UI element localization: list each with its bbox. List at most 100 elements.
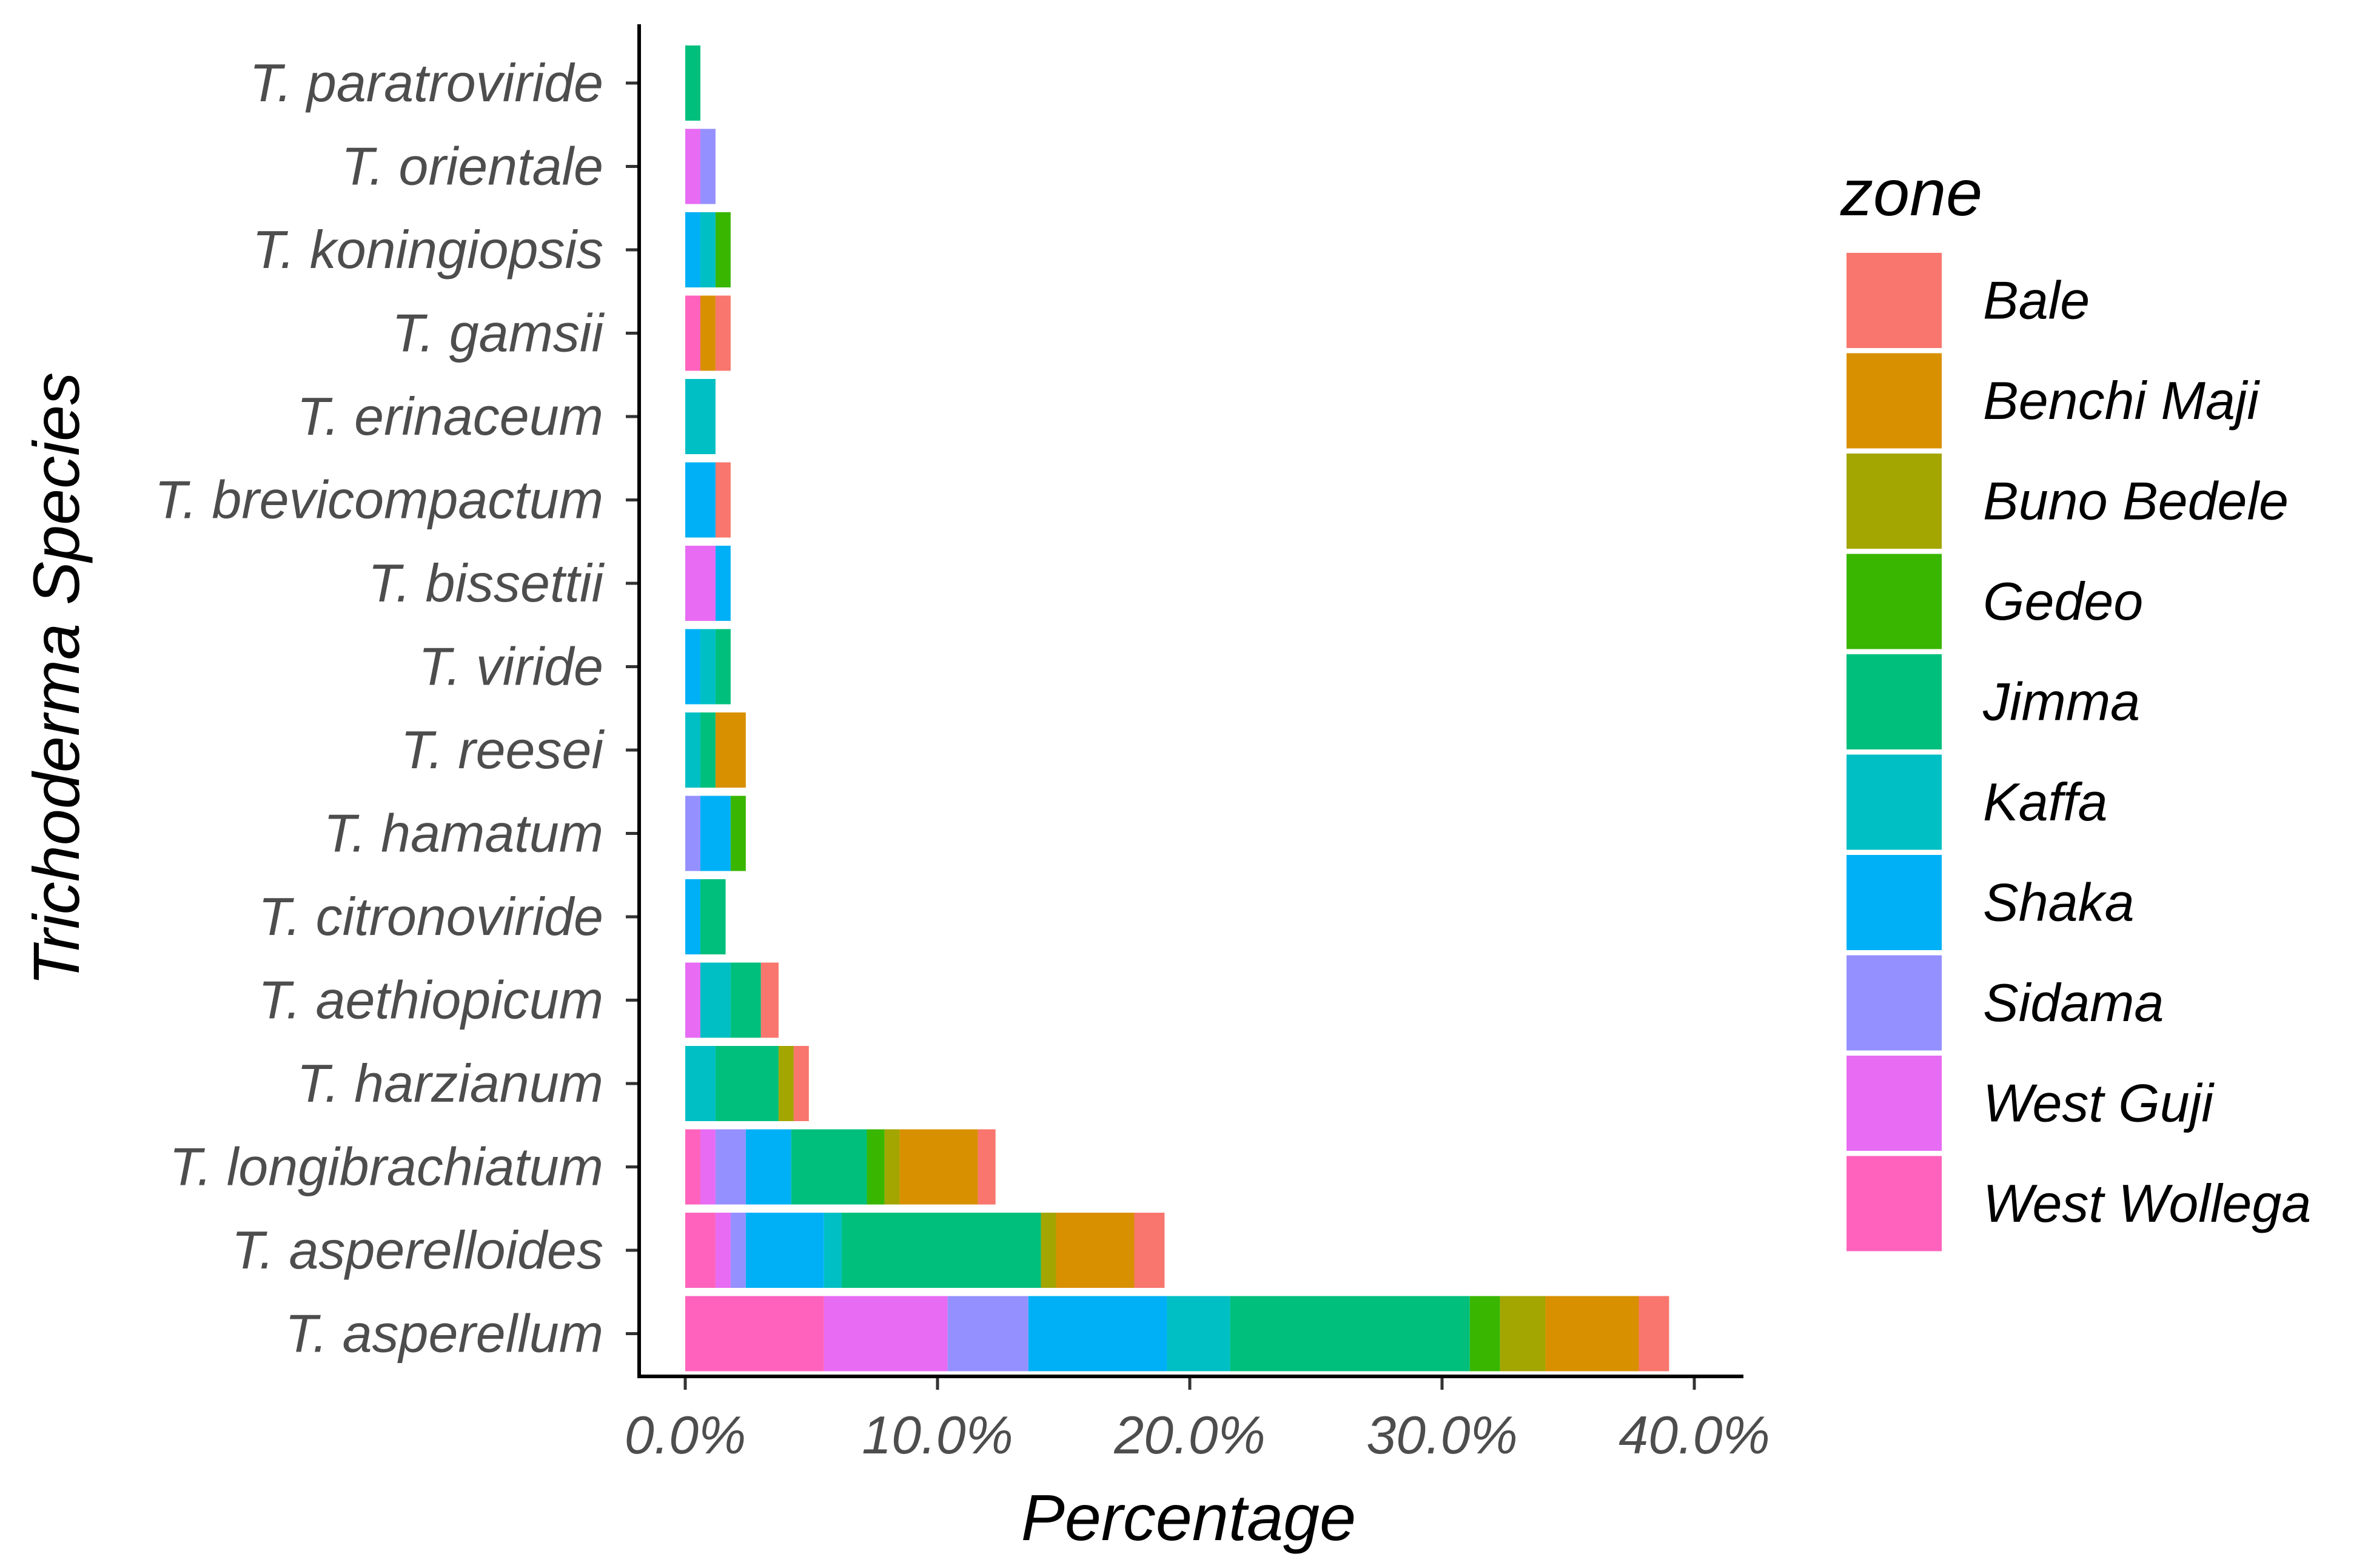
bar-segment-benchi-maji — [700, 295, 716, 371]
legend-label: Benchi Maji — [1983, 370, 2260, 431]
x-tick-label: 20.0% — [1113, 1405, 1266, 1465]
bar-segment-bale — [793, 1046, 809, 1121]
bar-segment-shaka — [685, 629, 700, 705]
y-tick-label: T. asperelloides — [232, 1220, 603, 1280]
bar-segment-sidama — [685, 796, 700, 871]
y-tick-label: T. aethiopicum — [258, 970, 603, 1030]
bar-segment-sidama — [947, 1296, 1028, 1372]
legend-label: Sidama — [1983, 973, 2164, 1033]
bar-segment-jimma — [685, 45, 700, 121]
legend-key-swatch — [1847, 855, 1942, 950]
bar-segment-jimma — [715, 629, 731, 705]
y-tick-label: T. paratroviride — [249, 53, 603, 113]
bar-segment-west-guji — [685, 129, 700, 204]
bar-segment-west-guji — [715, 1213, 731, 1288]
bar-segment-west-wollega — [685, 295, 700, 371]
y-tick-label: T. gamsii — [392, 303, 605, 363]
bar-segment-sidama — [700, 129, 716, 204]
bar-segment-west-guji — [685, 546, 716, 621]
bar-segment-kaffa — [700, 629, 716, 705]
bar-segment-jimma — [715, 1046, 779, 1121]
bar-segment-west-guji — [824, 1296, 948, 1372]
bar-segment-buno-bedele — [1041, 1213, 1056, 1288]
bar-segment-bale — [760, 962, 779, 1038]
bar-segment-kaffa — [685, 379, 716, 454]
x-tick-label: 40.0% — [1619, 1405, 1770, 1465]
legend-key-swatch — [1847, 654, 1942, 749]
y-tick-label: T. bissettii — [368, 553, 605, 613]
bar-segment-shaka — [1028, 1296, 1167, 1372]
bar-segment-west-wollega — [685, 1213, 716, 1288]
y-tick-label: T. asperellum — [285, 1304, 603, 1364]
y-tick-label: T. hamatum — [324, 803, 603, 863]
bar-segment-bale — [978, 1129, 996, 1205]
legend-key-swatch — [1847, 253, 1942, 348]
bar-segment-buno-bedele — [884, 1129, 900, 1205]
y-tick-label: T. reesei — [401, 720, 605, 780]
bar-segment-gedeo — [867, 1129, 885, 1205]
bar-segment-bale — [715, 295, 731, 371]
legend-key-swatch — [1847, 1056, 1942, 1151]
legend-label: West Wollega — [1983, 1173, 2311, 1233]
bar-segment-shaka — [700, 796, 731, 871]
bar-segment-benchi-maji — [1545, 1296, 1639, 1372]
bar-segment-west-guji — [685, 962, 700, 1038]
legend-label: Buno Bedele — [1983, 471, 2289, 531]
bar-segment-kaffa — [824, 1213, 842, 1288]
legend-label: Kaffa — [1983, 772, 2107, 832]
bar-segment-sidama — [730, 1213, 746, 1288]
legend-key-swatch — [1847, 1156, 1942, 1251]
bar-segment-bale — [715, 462, 731, 538]
bar-segment-benchi-maji — [1056, 1213, 1135, 1288]
y-tick-label: T. erinaceum — [297, 386, 603, 446]
y-tick-label: T. harzianum — [297, 1053, 603, 1113]
bar-segment-west-wollega — [685, 1296, 824, 1372]
bar-segment-jimma — [700, 712, 716, 788]
legend-key-swatch — [1847, 955, 1942, 1051]
legend: zone Bale Benchi Maji Buno Bedele Gedeo Jimm… — [1840, 156, 2311, 1251]
x-axis-title: Percentage — [1021, 1481, 1356, 1554]
legend-label: Shaka — [1983, 873, 2135, 933]
bar-segment-west-guji — [700, 1129, 716, 1205]
legend-label: West Guji — [1983, 1073, 2215, 1133]
bar-segment-shaka — [685, 462, 716, 538]
bar-segment-kaffa — [700, 962, 731, 1038]
bar-segment-jimma — [791, 1129, 867, 1205]
bar-segment-gedeo — [715, 212, 731, 287]
bar-segment-kaffa — [685, 712, 700, 788]
bar-segment-bale — [1639, 1296, 1669, 1372]
legend-items: Bale Benchi Maji Buno Bedele Gedeo Jimma Kaff… — [1847, 253, 2311, 1251]
y-tick-label: T. longibrachiatum — [169, 1137, 603, 1197]
bar-segment-benchi-maji — [899, 1129, 978, 1205]
bar-segment-shaka — [715, 546, 731, 621]
x-tick-label: 30.0% — [1366, 1405, 1518, 1465]
y-tick-label: T. orientale — [341, 136, 603, 196]
y-tick-label: T. citronoviride — [258, 886, 603, 946]
bar-segment-shaka — [685, 879, 700, 954]
legend-label: Gedeo — [1983, 571, 2143, 631]
x-tick-label: 0.0% — [625, 1405, 746, 1465]
x-axis-ticks: 0.0% 10.0% 20.0% 30.0% 40.0% — [625, 1378, 1770, 1465]
bar-segment-benchi-maji — [715, 712, 746, 788]
bar-segment-gedeo — [1469, 1296, 1500, 1372]
bar-segment-kaffa — [1167, 1296, 1230, 1372]
bar-segment-gedeo — [730, 796, 746, 871]
y-tick-label: T. brevicompactum — [155, 470, 603, 530]
bar-segment-jimma — [730, 962, 761, 1038]
legend-title: zone — [1840, 156, 1982, 229]
bar-segment-buno-bedele — [778, 1046, 794, 1121]
bar-segment-shaka — [685, 212, 700, 287]
legend-label: Jimma — [1982, 672, 2140, 732]
y-tick-label: T. viride — [418, 637, 603, 697]
bar-segment-west-wollega — [685, 1129, 700, 1205]
bar-segment-jimma — [1230, 1296, 1470, 1372]
bar-segment-shaka — [745, 1129, 791, 1205]
legend-key-swatch — [1847, 754, 1942, 850]
bar-segment-buno-bedele — [1500, 1296, 1546, 1372]
bar-segment-kaffa — [685, 1046, 716, 1121]
legend-key-swatch — [1847, 353, 1942, 449]
legend-key-swatch — [1847, 454, 1942, 549]
y-axis-title: Trichoderma Species — [19, 372, 93, 986]
legend-label: Bale — [1983, 270, 2090, 330]
